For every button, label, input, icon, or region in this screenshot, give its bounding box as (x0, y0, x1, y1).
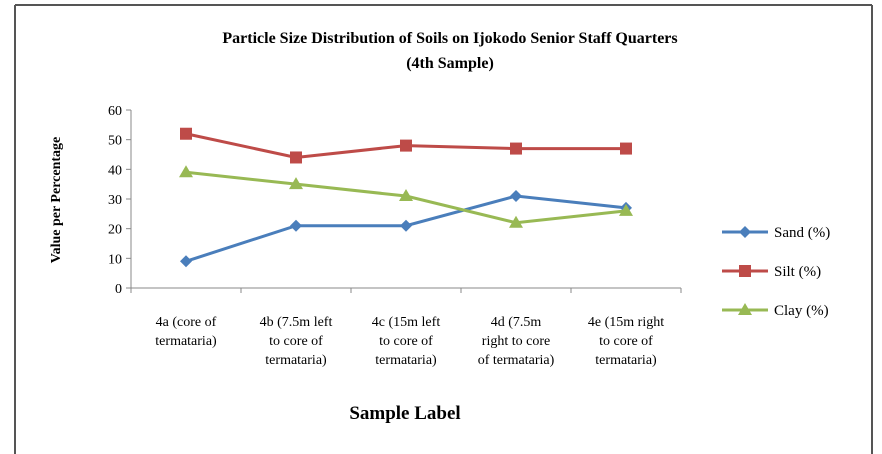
marker (180, 255, 192, 268)
chart-title: Particle Size Distribution of Soils on I… (222, 30, 677, 47)
legend-label: Silt (%) (774, 264, 821, 280)
y-tick-label: 50 (108, 134, 122, 149)
y-tick-label: 30 (108, 193, 122, 208)
x-tick-label-line: 4c (15m left (372, 315, 441, 330)
y-axis-label: Value per Percentage (49, 137, 64, 264)
x-tick-label-line: 4d (7.5m (491, 315, 542, 330)
chart-title: (4th Sample) (406, 55, 494, 72)
x-tick-label-line: to core of (599, 334, 653, 349)
y-tick-label: 20 (108, 223, 122, 238)
x-tick-label: 4c (15m left to core of termataria) (372, 315, 441, 368)
marker (739, 226, 751, 238)
marker (290, 219, 302, 232)
x-tick-label-line: termataria) (595, 353, 657, 368)
x-tick-label-line: right to core (482, 334, 550, 349)
marker (400, 139, 412, 152)
y-tick-label: 0 (115, 282, 122, 297)
y-tick-label: 10 (108, 252, 122, 267)
marker (399, 189, 413, 202)
y-tick-label: 40 (108, 163, 122, 178)
x-tick-label: 4b (7.5m left to core of termataria) (260, 315, 333, 368)
marker (739, 265, 751, 277)
x-axis-label: Sample Label (349, 403, 460, 424)
marker (619, 203, 633, 216)
x-tick-label: 4e (15m right to core of termataria) (588, 315, 664, 368)
x-tick-label-line: of termataria) (478, 353, 555, 368)
x-tick-label-line: 4a (core of (156, 315, 217, 330)
x-tick-label-line: termataria) (375, 353, 437, 368)
legend-label: Clay (%) (774, 303, 829, 319)
legend-label: Sand (%) (774, 225, 830, 241)
marker (290, 151, 302, 164)
x-tick-label: 4d (7.5m right to core of termataria) (478, 315, 555, 368)
marker (509, 215, 523, 228)
y-tick-label: 60 (108, 104, 122, 119)
x-tick-label-line: 4b (7.5m left (260, 315, 333, 330)
x-tick-label-line: to core of (269, 334, 323, 349)
marker (738, 303, 752, 315)
x-tick-label-line: termataria) (155, 334, 217, 349)
marker (510, 190, 522, 203)
x-tick-label: 4a (core of termataria) (155, 315, 217, 349)
x-tick-label-line: to core of (379, 334, 433, 349)
x-tick-label-line: 4e (15m right (588, 315, 664, 330)
marker (289, 177, 303, 190)
x-tick-label-line: termataria) (265, 353, 327, 368)
marker (510, 142, 522, 155)
marker (179, 165, 193, 178)
marker (400, 219, 412, 232)
marker (620, 142, 632, 155)
marker (180, 127, 192, 140)
